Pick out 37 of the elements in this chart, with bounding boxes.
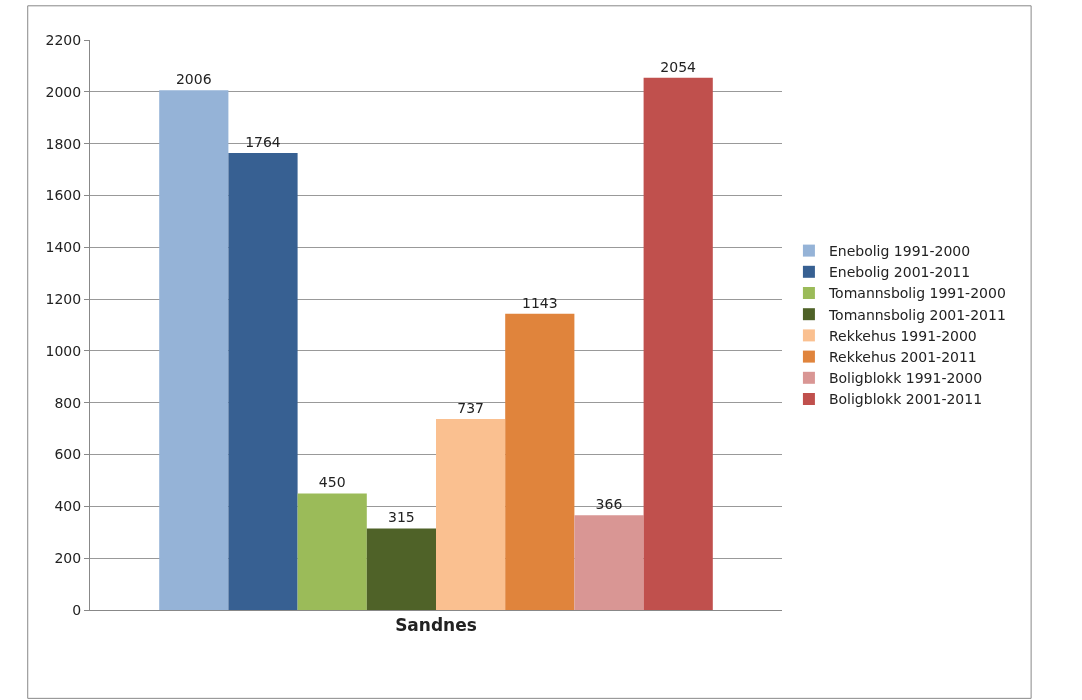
legend-label: Tomannsbolig 1991-2000 — [827, 285, 1006, 302]
data-label: 1764 — [245, 133, 281, 150]
data-label: 2006 — [175, 71, 212, 88]
bar — [505, 313, 575, 610]
y-tick-label: 2200 — [45, 31, 82, 48]
y-tick-label: 1000 — [45, 342, 82, 359]
legend-label: Enebolig 1991-2000 — [828, 243, 971, 260]
y-tick-label: 200 — [54, 550, 82, 567]
x-tick-label: Sandnes — [395, 615, 477, 636]
data-label: 366 — [595, 496, 623, 513]
legend-label: Rekkehus 1991-2000 — [828, 327, 977, 344]
y-tick-label: 400 — [54, 498, 82, 515]
bar — [574, 515, 644, 610]
data-label: 315 — [388, 509, 415, 526]
bar — [643, 77, 713, 610]
bar — [159, 90, 229, 610]
y-tick-label: 0 — [72, 601, 82, 618]
data-label: 450 — [318, 474, 346, 491]
data-label: 737 — [457, 400, 484, 417]
legend-label: Tomannsbolig 2001-2011 — [827, 306, 1006, 323]
data-label: 1143 — [521, 294, 558, 311]
legend-label: Boligblokk 1991-2000 — [828, 370, 983, 387]
y-tick-label: 1400 — [45, 239, 82, 256]
y-tick-label: 2000 — [45, 83, 82, 100]
y-tick-label: 1600 — [45, 187, 82, 204]
legend-label: Boligblokk 2001-2011 — [828, 391, 983, 408]
y-tick-label: 1200 — [45, 290, 82, 307]
y-tick-label: 1800 — [45, 135, 82, 152]
legend-label: Enebolig 2001-2011 — [828, 264, 971, 281]
legend-label: Rekkehus 2001-2011 — [828, 349, 977, 366]
y-tick-label: 800 — [54, 394, 82, 411]
bar — [228, 152, 298, 610]
y-tick-label: 600 — [54, 446, 82, 463]
bar — [436, 419, 506, 610]
bar — [297, 493, 367, 610]
data-label: 2054 — [660, 58, 697, 75]
bar — [366, 528, 436, 610]
